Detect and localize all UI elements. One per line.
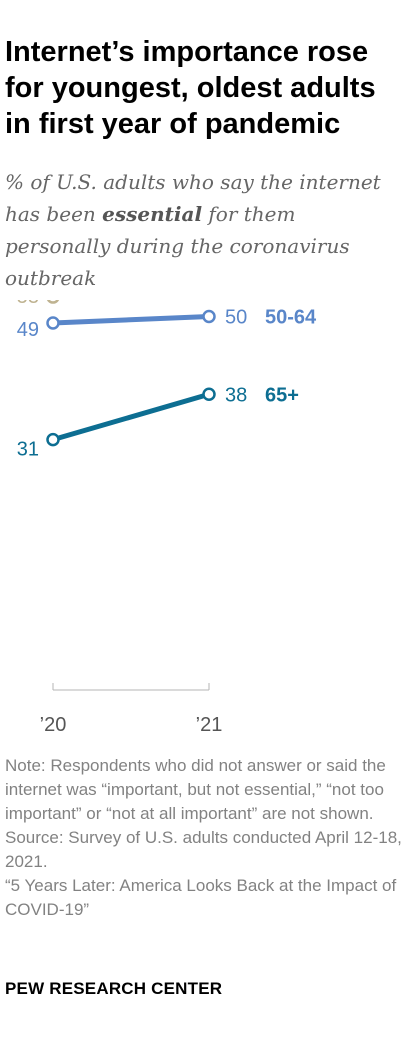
point-start-u-s-adults [46,300,60,304]
point-end-50-64 [202,309,216,324]
x-tick-label-start: ’20 [40,714,67,736]
chart-notes: Note: Respondents who did not answer or … [5,754,405,922]
series-line-50-64 [50,314,212,326]
note-text: Note: Respondents who did not answer or … [5,756,386,823]
subtitle-text-end: for them personally during the coronavir… [5,202,350,290]
pew-logo-text: PEW RESEARCH CENTER [5,979,223,998]
chart-subtitle: % of U.S. adults who say the internet ha… [5,166,405,294]
x-axis: ’20 ’21 [40,683,223,736]
source-text: Source: Survey of U.S. adults conducted … [5,828,402,871]
value-label-end-65: 38 [225,384,247,406]
value-label-start-50-64: 49 [17,319,39,341]
series-labels: 6272Ages 18-29656730-495358U.S. adults49… [17,300,317,461]
value-label-start-65: 31 [17,439,39,461]
x-tick-label-end: ’21 [196,714,223,736]
value-label-start-u-s-adults: 53 [17,300,39,308]
subtitle-text-start: % of U.S. adults who say the internet ha… [5,170,381,226]
series-line-65 [50,391,212,443]
series-name-65: 65+ [265,384,299,406]
report-title: “5 Years Later: America Looks Back at th… [5,876,397,919]
subtitle-emphasis: essential [102,202,203,226]
point-start-50-64 [46,316,60,330]
value-label-end-50-64: 50 [225,307,247,329]
series-name-50-64: 50-64 [265,307,317,329]
point-start-65 [46,432,60,447]
series-lines [46,300,216,447]
chart-title: Internet’s importance rose for youngest,… [5,36,376,140]
point-end-65 [202,387,216,402]
slope-chart: ’20’21 6272Ages 18-29656730-495358U.S. a… [17,300,317,736]
